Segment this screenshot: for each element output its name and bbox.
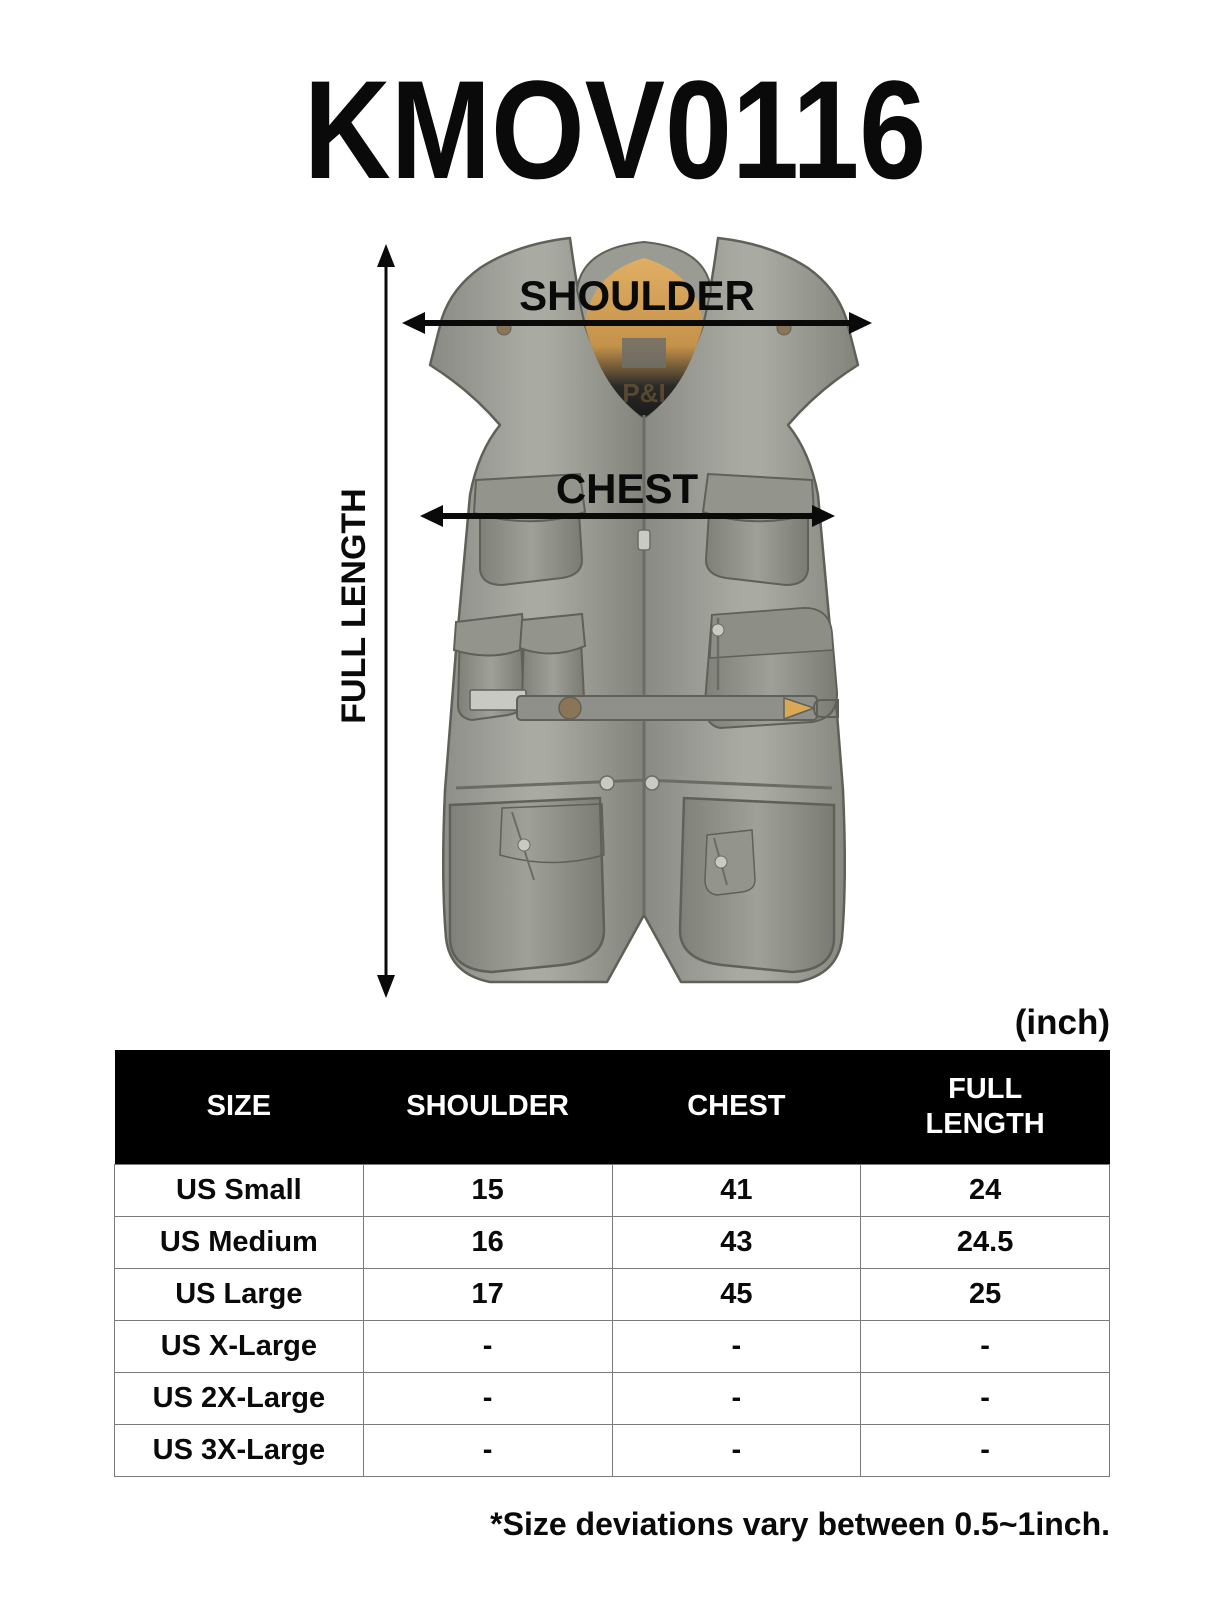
svg-text:P&I: P&I <box>622 378 665 408</box>
svg-text:CHEST: CHEST <box>556 465 699 512</box>
svg-text:FULL LENGTH: FULL LENGTH <box>335 488 373 723</box>
svg-text:SHOULDER: SHOULDER <box>519 272 755 319</box>
